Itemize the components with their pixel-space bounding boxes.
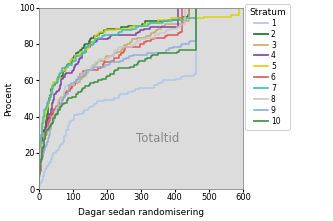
Text: Totaltid: Totaltid (136, 132, 179, 145)
Legend: 1, 2, 3, 4, 5, 6, 7, 8, 9, 10: 1, 2, 3, 4, 5, 6, 7, 8, 9, 10 (245, 4, 289, 130)
Y-axis label: Procent: Procent (4, 81, 13, 116)
X-axis label: Dagar sedan randomisering: Dagar sedan randomisering (78, 208, 204, 217)
